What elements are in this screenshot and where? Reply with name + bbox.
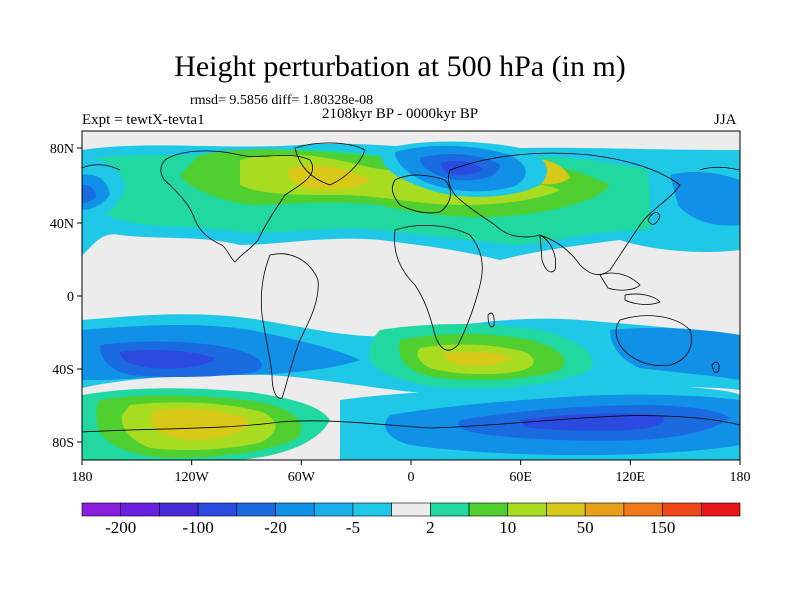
- lat-tick-label: 80S: [52, 436, 74, 451]
- lon-tick-label: 60E: [509, 470, 532, 485]
- colorbar-swatch: [468, 502, 509, 517]
- colorbar-label: -5: [346, 518, 360, 537]
- colorbar-swatch: [584, 502, 625, 517]
- colorbar-swatch: [313, 502, 354, 517]
- contour-field: [82, 131, 740, 460]
- colorbar-label: 150: [650, 518, 676, 537]
- colorbar-swatch: [507, 502, 547, 517]
- colorbar-swatch: [430, 502, 470, 517]
- colorbar-label: -20: [264, 518, 287, 537]
- lat-tick-label: 40S: [52, 363, 74, 378]
- lon-tick-label: 180: [72, 470, 93, 485]
- latitude-axis: 80N 40N 0 40S 80S: [50, 142, 82, 451]
- experiment-label: Expt = tewtX-tevta1: [82, 112, 205, 128]
- colorbar-swatch: [546, 502, 586, 517]
- period-label: 2108kyr BP - 0000kyr BP: [322, 106, 479, 122]
- colorbar-label: 10: [499, 518, 516, 537]
- colorbar-swatch: [159, 502, 199, 517]
- colorbar-swatch: [275, 502, 315, 517]
- coastlines: [82, 142, 740, 433]
- colorbar-label: -200: [105, 518, 136, 537]
- lon-tick-label: 120E: [616, 470, 646, 485]
- colorbar-swatch: [81, 502, 122, 517]
- colorbar-swatch: [120, 502, 160, 517]
- lat-tick-label: 80N: [50, 142, 74, 157]
- colorbar-label: 50: [577, 518, 594, 537]
- colorbar-swatch: [352, 502, 392, 517]
- colorbar-label: -100: [183, 518, 214, 537]
- lon-tick-label: 60W: [288, 470, 316, 485]
- longitude-axis: 180 120W 60W 0 60E 120E 180: [72, 460, 751, 485]
- lat-tick-label: 40N: [50, 217, 74, 232]
- colorbar-swatch: [662, 502, 702, 517]
- season-label: JJA: [714, 112, 737, 128]
- colorbar-swatch: [623, 502, 663, 517]
- lon-tick-label: 180: [730, 470, 751, 485]
- lon-tick-label: 0: [408, 470, 415, 485]
- lon-tick-label: 120W: [175, 470, 210, 485]
- colorbar-swatch: [700, 502, 741, 517]
- colorbar-labels: -200 -100 -20 -5 2 10 50 150: [105, 518, 675, 537]
- colorbar-swatch: [197, 502, 238, 517]
- colorbar-swatch: [391, 502, 431, 517]
- plot-title: Height perturbation at 500 hPa (in m): [174, 50, 626, 83]
- colorbar-label: 2: [426, 518, 435, 537]
- stats-line: rmsd= 9.5856 diff= 1.80328e-08: [190, 93, 374, 108]
- colorbar-swatch: [236, 502, 276, 517]
- colorbar: [81, 502, 741, 517]
- lat-tick-label: 0: [67, 290, 74, 305]
